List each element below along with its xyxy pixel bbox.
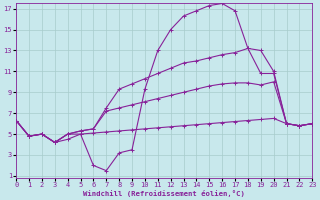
X-axis label: Windchill (Refroidissement éolien,°C): Windchill (Refroidissement éolien,°C) — [83, 190, 245, 197]
